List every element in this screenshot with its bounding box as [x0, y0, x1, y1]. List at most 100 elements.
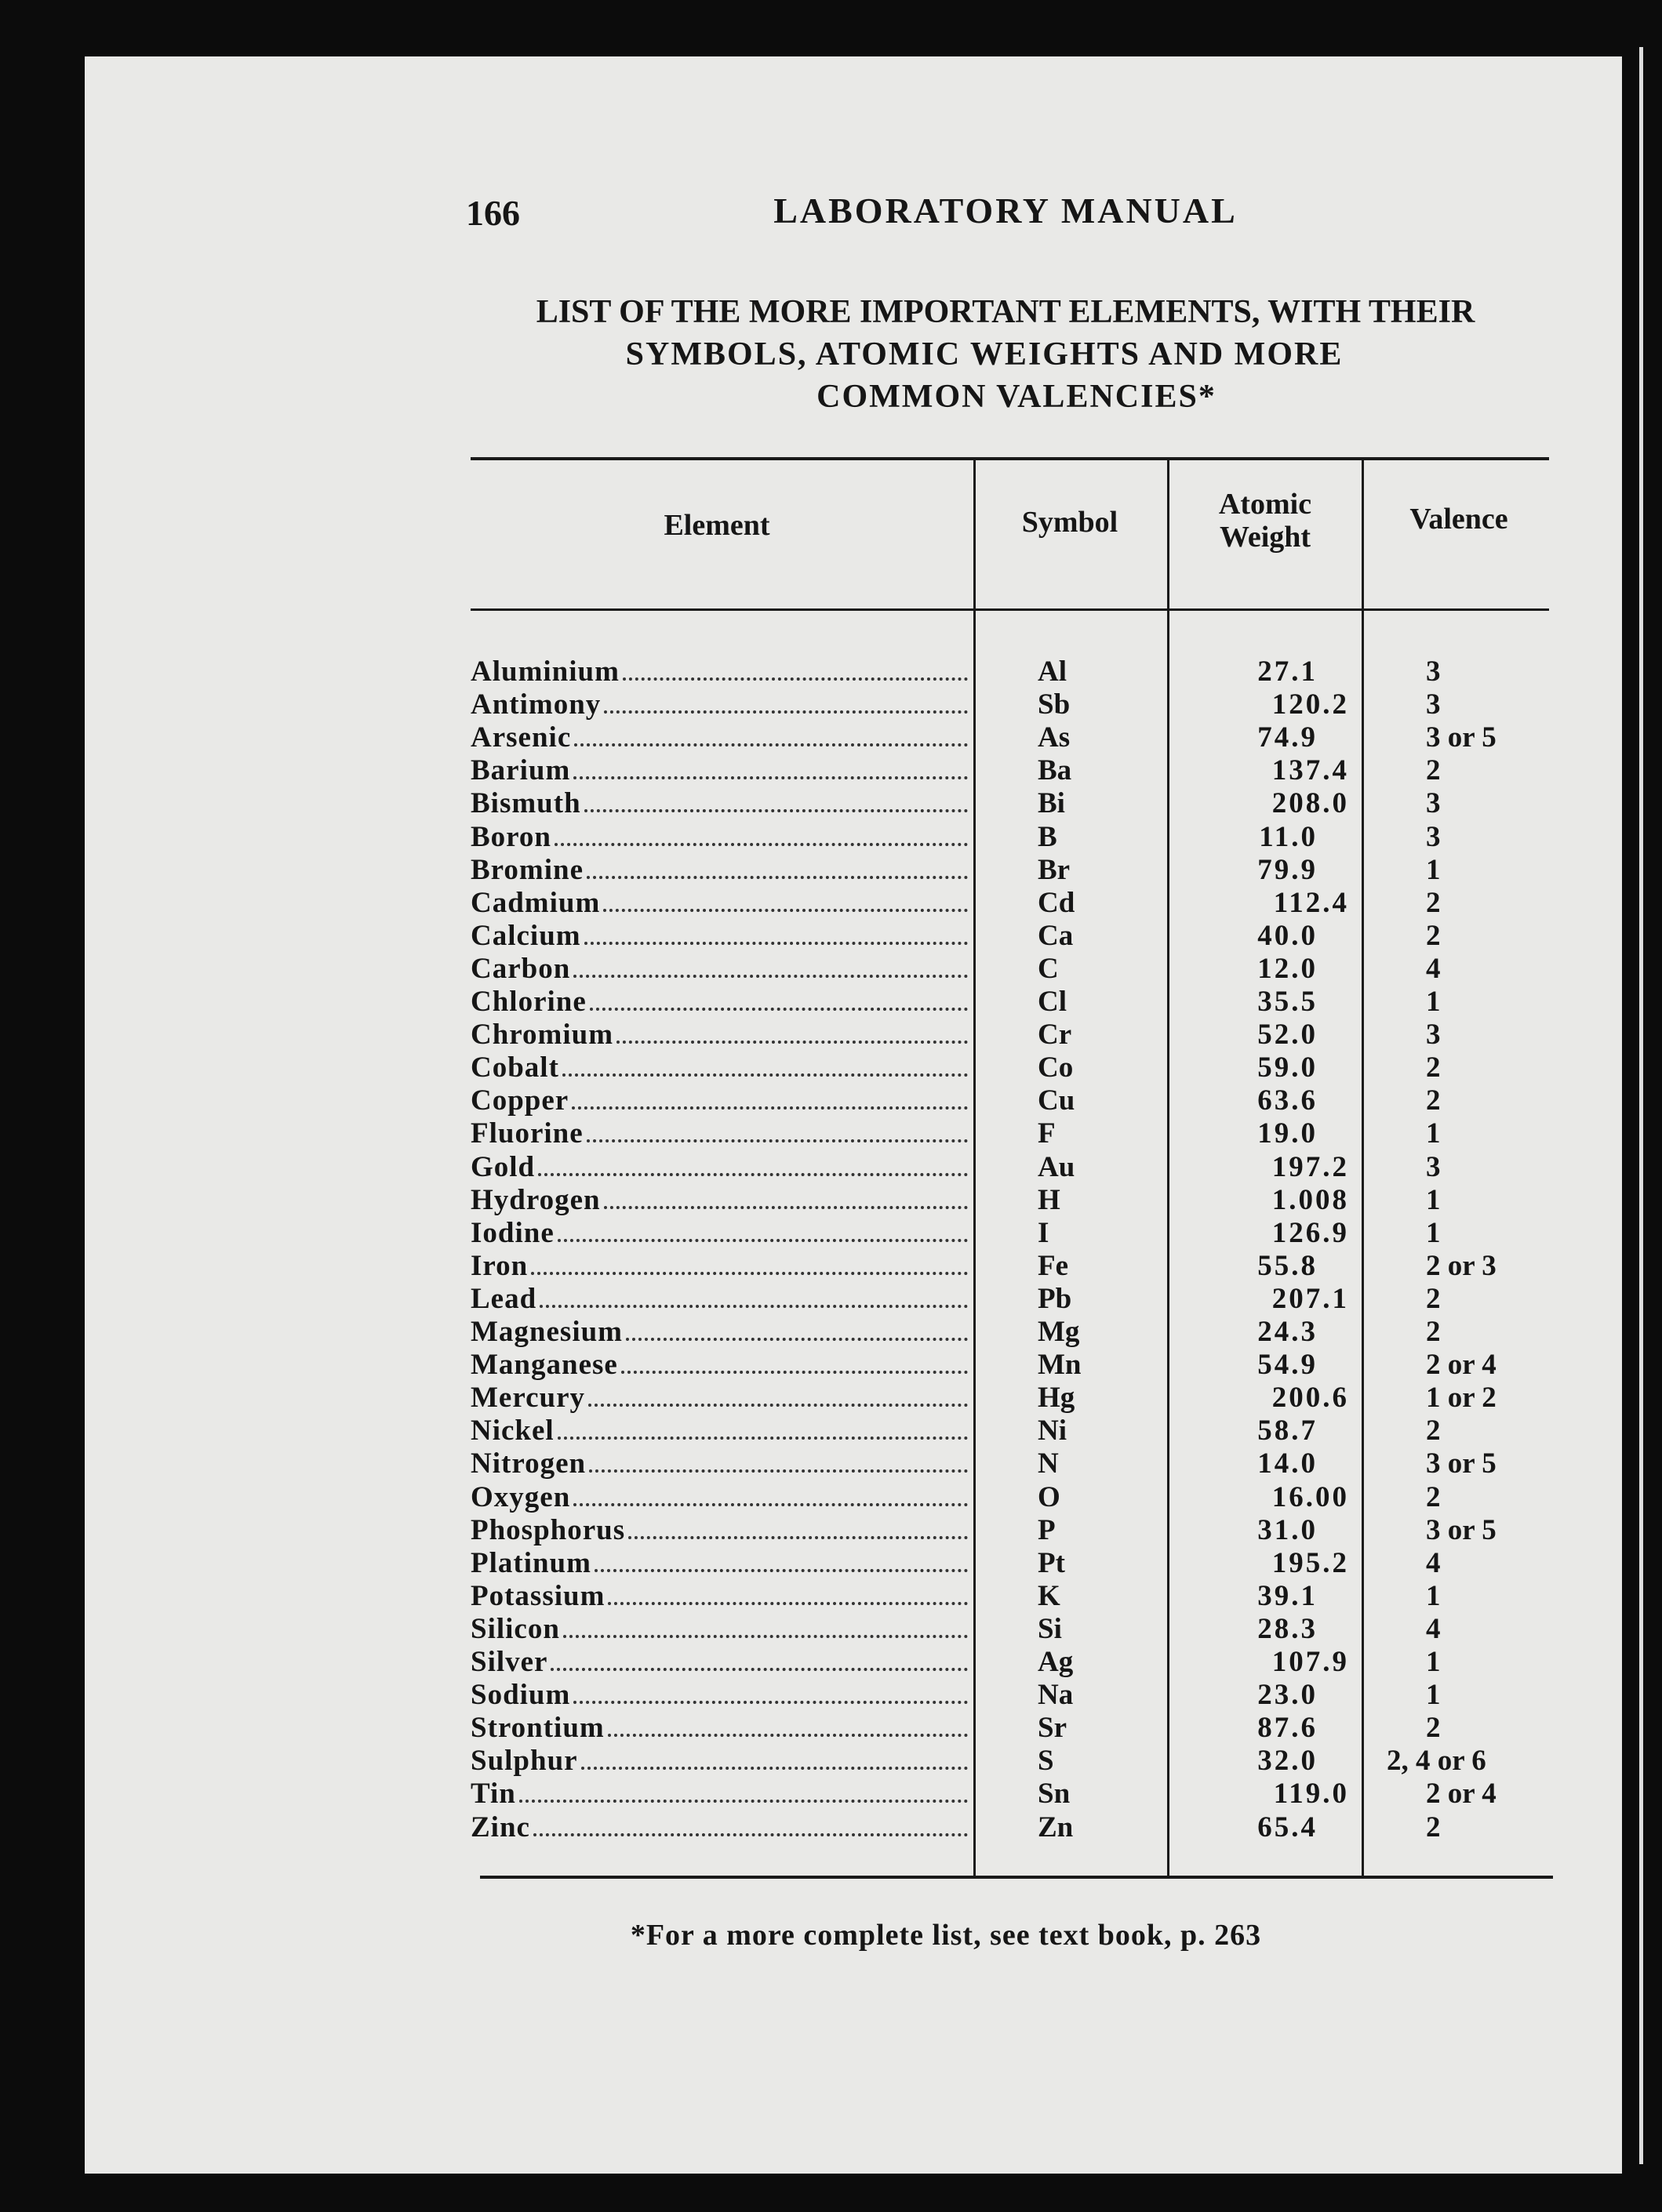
symbol: Al: [1038, 656, 1067, 688]
symbol: Si: [1038, 1612, 1062, 1645]
element-name: Aluminium: [471, 656, 620, 688]
element-name: Calcium: [471, 919, 581, 952]
element-cell: Arsenic: [471, 721, 973, 754]
atomic-weight: 1.008: [1271, 1183, 1349, 1216]
column-header: Element: [664, 509, 770, 542]
valence: 1: [1426, 1216, 1441, 1249]
element-cell: Copper: [471, 1084, 973, 1117]
valence: 1: [1426, 1646, 1441, 1678]
rule: [471, 457, 1549, 460]
element-cell: Potassium: [471, 1580, 973, 1613]
heading-line: LIST OF THE MORE IMPORTANT ELEMENTS, WIT…: [536, 294, 1475, 330]
symbol: S: [1038, 1745, 1054, 1778]
element-name: Manganese: [471, 1349, 618, 1382]
symbol: Pb: [1038, 1282, 1072, 1315]
table-row: Platinum Pt 195.2 4: [471, 1547, 1553, 1580]
element-cell: Chromium: [471, 1019, 973, 1052]
atomic-weight: 23.0: [1257, 1679, 1318, 1712]
valence: 3: [1426, 656, 1441, 688]
table-row: Arsenic As 74.9 3 or 5: [471, 721, 1553, 754]
atomic-weight: 59.0: [1257, 1052, 1318, 1084]
dot-leader: [607, 1712, 968, 1738]
dot-leader: [562, 1052, 968, 1077]
element-name: Antimony: [471, 688, 602, 721]
valence: 3: [1426, 1150, 1441, 1183]
atomic-weight: 58.7: [1257, 1415, 1318, 1447]
valence: 2 or 4: [1426, 1778, 1497, 1811]
atomic-weight: 28.3: [1257, 1612, 1318, 1645]
table-row: Boron B 11.0 3: [471, 821, 1553, 854]
table-row: Lead Pb 207.1 2: [471, 1283, 1553, 1316]
atomic-weight: 137.4: [1271, 754, 1349, 787]
table-row: Fluorine F 19.0 1: [471, 1117, 1553, 1150]
atomic-weight: 120.2: [1271, 688, 1349, 721]
element-name: Arsenic: [471, 721, 572, 754]
symbol: Cr: [1038, 1019, 1072, 1052]
element-cell: Iron: [471, 1250, 973, 1283]
table-row: Chromium Cr 52.0 3: [471, 1019, 1553, 1052]
symbol: H: [1038, 1183, 1060, 1216]
atomic-weight: 119.0: [1273, 1778, 1349, 1811]
valence: 1: [1426, 1579, 1441, 1612]
dot-leader: [562, 1613, 968, 1638]
element-name: Iron: [471, 1249, 529, 1282]
column-rule: [1362, 459, 1364, 1877]
column-rule: [1167, 459, 1169, 1877]
dot-leader: [584, 920, 968, 945]
running-title: LABORATORY MANUAL: [773, 191, 1238, 231]
table-row: Silver Ag 107.9 1: [471, 1646, 1553, 1679]
dot-leader: [584, 787, 968, 813]
table-row: Gold Au 197.2 3: [471, 1151, 1553, 1184]
valence: 1: [1426, 1183, 1441, 1216]
element-cell: Platinum: [471, 1547, 973, 1580]
footnote: *For a more complete list, see text book…: [630, 1919, 1262, 1952]
element-cell: Silicon: [471, 1613, 973, 1646]
table-row: Nitrogen N 14.0 3 or 5: [471, 1447, 1553, 1480]
dot-leader: [573, 1481, 968, 1506]
atomic-weight: 207.1: [1271, 1282, 1349, 1315]
element-cell: Barium: [471, 754, 973, 787]
element-name: Nitrogen: [471, 1447, 587, 1480]
table-row: Antimony Sb 120.2 3: [471, 688, 1553, 721]
rule: [471, 608, 1549, 611]
table-row: Zinc Zn 65.4 2: [471, 1811, 1553, 1844]
table-row: Hydrogen H 1.008 1: [471, 1184, 1553, 1217]
element-cell: Fluorine: [471, 1117, 973, 1150]
symbol: Co: [1038, 1052, 1074, 1084]
dot-leader: [586, 1117, 968, 1143]
dot-leader: [589, 986, 968, 1011]
dot-leader: [603, 887, 968, 912]
element-name: Cobalt: [471, 1052, 559, 1084]
table-row: Copper Cu 63.6 2: [471, 1084, 1553, 1117]
element-cell: Cadmium: [471, 887, 973, 920]
symbol: Ni: [1038, 1415, 1067, 1447]
dot-leader: [533, 1811, 968, 1836]
symbol: Bi: [1038, 787, 1065, 820]
element-cell: Nitrogen: [471, 1447, 973, 1480]
atomic-weight: 39.1: [1257, 1579, 1318, 1612]
dot-leader: [540, 1283, 968, 1308]
atomic-weight: 40.0: [1257, 919, 1318, 952]
table-row: Mercury Hg 200.6 1 or 2: [471, 1382, 1553, 1415]
valence: 2: [1426, 1282, 1441, 1315]
column-header: Valence: [1409, 503, 1508, 536]
symbol: Cd: [1038, 886, 1075, 919]
element-cell: Boron: [471, 821, 973, 854]
element-name: Sulphur: [471, 1745, 578, 1778]
dot-leader: [557, 1217, 968, 1242]
dot-leader: [588, 1382, 968, 1407]
symbol: N: [1038, 1447, 1059, 1480]
table-row: Carbon C 12.0 4: [471, 953, 1553, 986]
dot-leader: [573, 1679, 968, 1705]
element-name: Hydrogen: [471, 1183, 601, 1216]
symbol: Mn: [1038, 1349, 1082, 1382]
valence: 1: [1426, 1117, 1441, 1150]
valence: 4: [1426, 952, 1441, 985]
element-name: Tin: [471, 1778, 516, 1811]
table-row: Magnesium Mg 24.3 2: [471, 1316, 1553, 1349]
atomic-weight: 65.4: [1257, 1811, 1318, 1843]
dot-leader: [573, 953, 968, 978]
table-row: Chlorine Cl 35.5 1: [471, 986, 1553, 1019]
symbol: Sn: [1038, 1778, 1071, 1811]
element-name: Lead: [471, 1282, 537, 1315]
